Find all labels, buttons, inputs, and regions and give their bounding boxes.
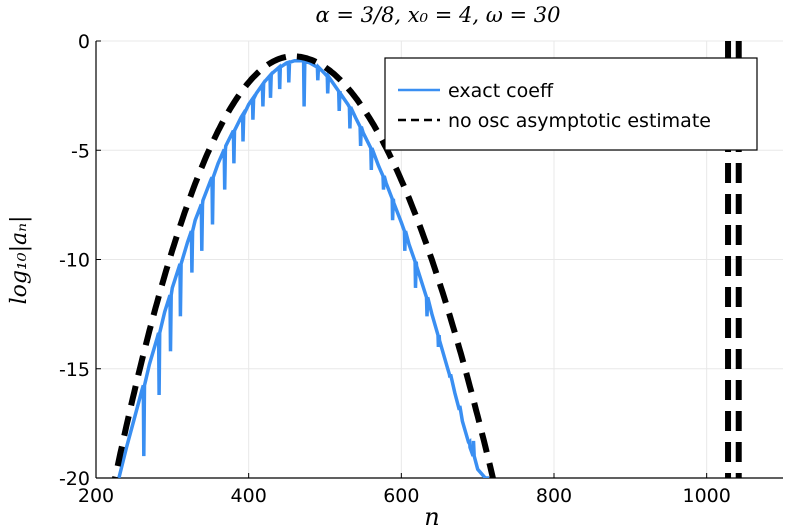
legend: exact coeff no osc asymptotic estimate [384,57,758,151]
y-axis-label: log₁₀|aₙ| [7,216,32,305]
y-tick-label: -10 [59,250,90,272]
chart-title: α = 3/8, x₀ = 4, ω = 30 [316,3,561,27]
x-tick-label: 200 [78,485,114,507]
y-tick-label: -5 [71,140,90,162]
x-tick-label: 400 [231,485,267,507]
legend-box [384,57,758,151]
legend-label-exact: exact coeff [448,80,554,102]
y-tick-label: -20 [59,468,90,490]
y-tick-label: -15 [59,359,90,381]
x-axis-label: n [424,503,439,530]
y-ticks: 0 -5 -10 -15 -20 [59,31,101,490]
series-exact-coeff-line [117,58,490,478]
x-tick-label: 800 [536,485,572,507]
x-tick-label: 1000 [682,485,730,507]
legend-label-asymptotic: no osc asymptotic estimate [448,110,711,132]
series-asymptotic-line [111,53,496,478]
x-ticks: 200 400 600 800 1000 [78,473,731,507]
x-tick-label: 600 [383,485,419,507]
y-tick-label: 0 [78,31,90,53]
